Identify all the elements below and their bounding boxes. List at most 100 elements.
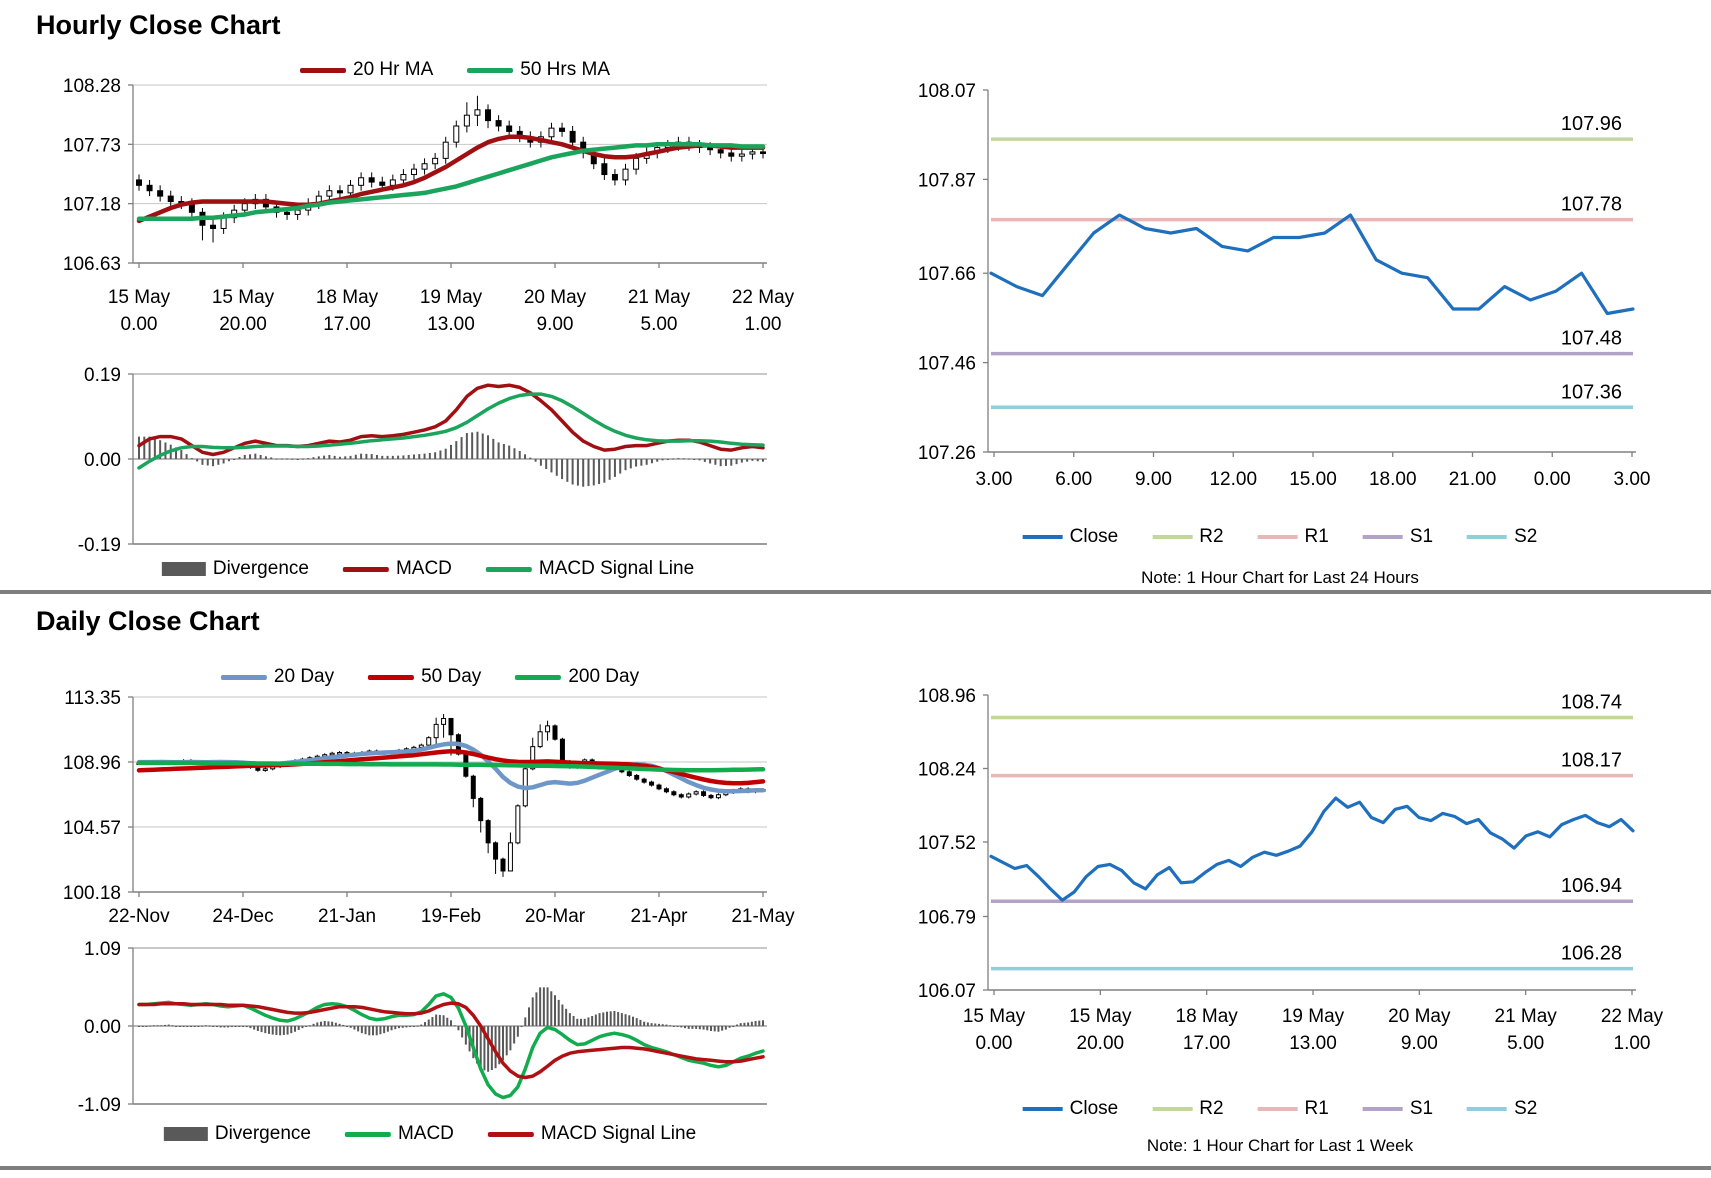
divergence-bar: [550, 459, 553, 473]
x-tick-label: 9.00: [537, 314, 574, 335]
divergence-bar: [758, 1020, 761, 1026]
divergence-bar: [375, 1026, 378, 1036]
divergence-bar: [602, 1012, 605, 1026]
divergence-bar: [754, 1020, 757, 1026]
divergence-bar: [619, 459, 622, 474]
divergence-bar: [613, 459, 616, 477]
candle-body: [552, 725, 558, 740]
divergence-bar: [438, 1014, 441, 1026]
divergence-bar: [334, 1022, 337, 1026]
legend-item-macd: MACD: [342, 558, 452, 580]
divergence-bar: [254, 453, 257, 459]
legend-label: Close: [1069, 526, 1119, 547]
divergence-bar: [320, 1021, 322, 1026]
divergence-bar: [253, 1026, 256, 1030]
y-tick-label: -1.09: [78, 1095, 121, 1116]
x-tick-label: 0.00: [1534, 469, 1571, 490]
y-tick-label: 104.57: [63, 818, 121, 839]
divergence-bar: [747, 1022, 750, 1026]
candle-body: [157, 190, 164, 197]
divergence-bar: [695, 1026, 698, 1029]
divergence-bar: [471, 432, 474, 459]
divergence-bar: [338, 456, 341, 459]
candle-body: [146, 184, 153, 192]
candle-body: [728, 152, 735, 157]
candle-body: [717, 149, 724, 154]
divergence-bar: [164, 442, 167, 459]
candle-body: [611, 174, 618, 181]
candle-body: [507, 842, 513, 872]
divergence-bar: [243, 454, 246, 459]
legend-label: MACD Signal Line: [538, 558, 695, 579]
legend-label: R2: [1199, 526, 1224, 547]
divergence-bar: [206, 459, 209, 466]
y-tick-label: 108.96: [918, 686, 976, 707]
divergence-bar: [513, 448, 516, 459]
divergence-bar: [180, 450, 183, 459]
divergence-bar: [435, 1014, 438, 1026]
x-tick-label: 13.00: [427, 314, 475, 335]
divergence-bar: [710, 1026, 712, 1032]
candle-body: [432, 157, 439, 165]
candle-body: [441, 717, 447, 725]
divergence-bar: [713, 1026, 716, 1032]
level-label-S2: 107.36: [1561, 381, 1622, 403]
divergence-bar: [542, 987, 545, 1026]
divergence-bar: [282, 1026, 285, 1035]
divergence-bar: [145, 1026, 148, 1027]
divergence-bar: [291, 458, 294, 460]
divergence-bar: [434, 452, 437, 459]
candle-body: [530, 746, 536, 770]
daily-sr-note: Note: 1 Hour Chart for Last 1 Week: [1146, 1136, 1414, 1155]
legend-label: Divergence: [214, 1123, 311, 1144]
divergence-bar: [645, 459, 648, 465]
divergence-bar: [201, 1025, 204, 1027]
candle-body: [326, 190, 333, 197]
legend-swatch: [1467, 535, 1508, 539]
legend-swatch: [1362, 1107, 1403, 1111]
divergence-bar: [264, 1026, 267, 1034]
candle-body: [210, 224, 217, 229]
daily_macd-macd-line: [137, 992, 765, 1100]
y-tick-label: 107.18: [63, 195, 121, 216]
y-tick-label: 107.26: [918, 443, 976, 464]
divergence-bar: [587, 1017, 590, 1026]
divergence-bar: [379, 1026, 382, 1035]
divergence-bar: [349, 455, 352, 459]
divergence-bar: [762, 459, 764, 462]
candle-body: [686, 793, 692, 798]
legend-label: S1: [1409, 526, 1434, 547]
divergence-bar: [312, 457, 315, 459]
legend-item-divergence: Divergence: [161, 558, 309, 580]
divergence-bar: [508, 445, 511, 459]
daily_price-ma-line-1: [136, 749, 766, 786]
candle-body: [167, 195, 174, 203]
divergence-bar: [505, 1026, 508, 1056]
divergence-bar: [259, 454, 262, 459]
x-tick-label: 21-Jan: [318, 906, 376, 927]
candle-body: [641, 778, 647, 783]
divergence-bar: [327, 1021, 330, 1026]
legend-swatch: [368, 674, 415, 680]
x-tick-label: 3.00: [976, 469, 1013, 490]
candle-body: [262, 768, 268, 771]
candle-body: [241, 203, 248, 211]
divergence-bar: [687, 1026, 690, 1029]
divergence-bar: [420, 1024, 423, 1026]
divergence-bar: [492, 438, 495, 459]
divergence-bar: [724, 1026, 727, 1030]
divergence-bar: [212, 459, 215, 467]
divergence-bar: [518, 450, 521, 459]
divergence-bar: [661, 459, 664, 461]
divergence-bar: [360, 1026, 363, 1034]
legend-swatch: [342, 566, 389, 572]
divergence-bar: [746, 459, 749, 462]
divergence-bar: [193, 1026, 196, 1027]
candle-body: [678, 794, 684, 798]
divergence-bar: [360, 453, 363, 459]
divergence-bar: [487, 435, 490, 459]
divergence-bar: [635, 459, 638, 467]
candle-body: [410, 168, 417, 176]
divergence-bar: [212, 1026, 215, 1027]
y-tick-label: 108.07: [918, 81, 976, 102]
